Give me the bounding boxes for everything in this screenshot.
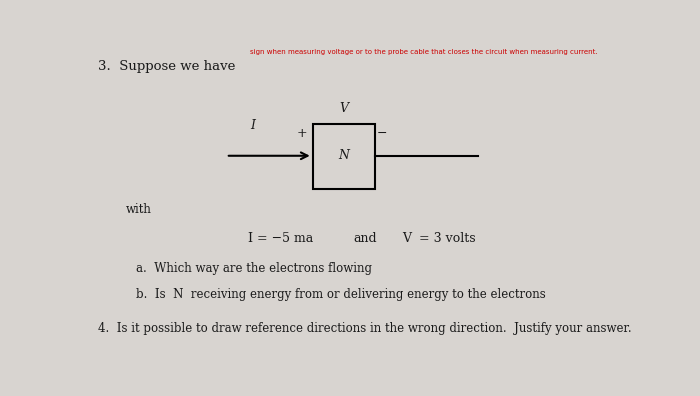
Bar	[313, 124, 375, 189]
Text: 3.  Suppose we have: 3. Suppose we have	[98, 60, 236, 73]
Text: a.  Which way are the electrons flowing: a. Which way are the electrons flowing	[136, 263, 372, 276]
Text: I = −5 ma: I = −5 ma	[248, 232, 313, 245]
Text: and: and	[354, 232, 377, 245]
Text: +: +	[297, 127, 307, 140]
Text: with: with	[125, 203, 151, 216]
Text: I: I	[251, 119, 256, 132]
Text: V  = 3 volts: V = 3 volts	[402, 232, 476, 245]
Text: sign when measuring voltage or to the probe cable that closes the circuit when m: sign when measuring voltage or to the pr…	[251, 49, 598, 55]
Text: −: −	[377, 127, 387, 140]
Text: N: N	[339, 149, 349, 162]
Text: V: V	[340, 102, 349, 115]
Text: 4.  Is it possible to draw reference directions in the wrong direction.  Justify: 4. Is it possible to draw reference dire…	[98, 322, 632, 335]
Text: b.  Is  N  receiving energy from or delivering energy to the electrons: b. Is N receiving energy from or deliver…	[136, 288, 546, 301]
